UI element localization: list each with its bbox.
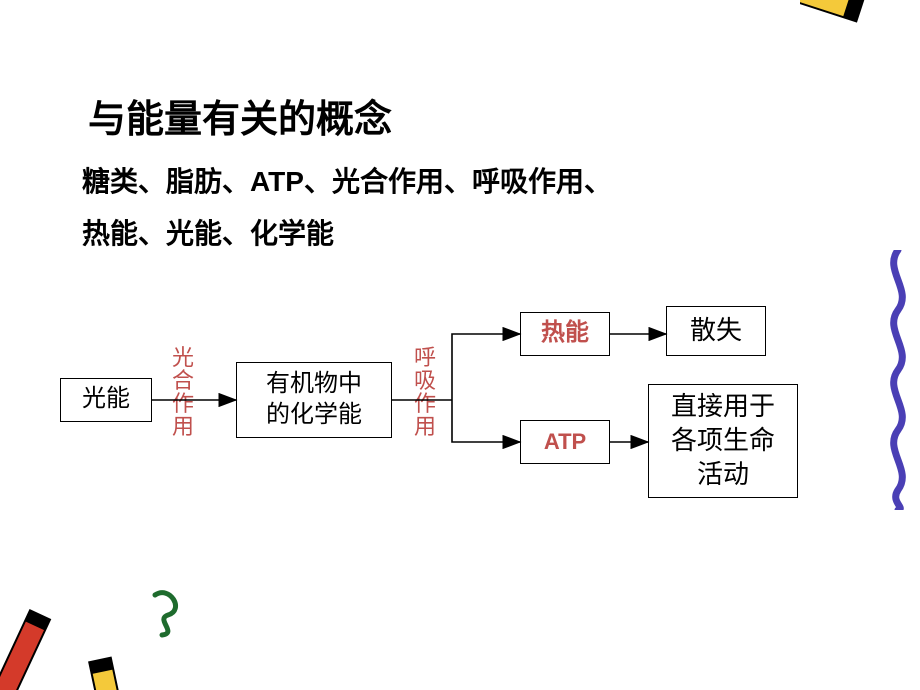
node-organic-chemical-energy: 有机物中 的化学能 bbox=[236, 362, 392, 438]
edge-branch-to-atp bbox=[452, 400, 520, 442]
node-atp: ATP bbox=[520, 420, 610, 464]
slide-title: 与能量有关的概念 bbox=[88, 88, 392, 143]
resp-c1: 吸 bbox=[414, 369, 436, 392]
squiggle-decoration bbox=[878, 250, 918, 510]
node-life-label: 直接用于 各项生命 活动 bbox=[671, 390, 775, 491]
subtitle-1-post: 、光合作用、呼吸作用、 bbox=[304, 167, 612, 198]
photo-c0: 光 bbox=[172, 346, 194, 369]
photo-c2: 作 bbox=[172, 392, 194, 415]
edge-label-photosynthesis: 光 合 作 用 bbox=[172, 346, 194, 438]
photo-c3: 用 bbox=[172, 415, 194, 438]
crayon-bottom-left-icon bbox=[0, 555, 250, 690]
slide-root: 与能量有关的概念 糖类、脂肪、ATP、光合作用、呼吸作用、 热能、光能、化学能 … bbox=[0, 0, 920, 690]
node-heat-label: 热能 bbox=[541, 318, 589, 349]
node-life-activities: 直接用于 各项生命 活动 bbox=[648, 384, 798, 498]
node-heat-energy: 热能 bbox=[520, 312, 610, 356]
photo-c1: 合 bbox=[172, 369, 194, 392]
resp-c2: 作 bbox=[414, 392, 436, 415]
subtitle-1-atp: ATP bbox=[250, 166, 304, 197]
node-lost-label: 散失 bbox=[690, 314, 742, 348]
crayon-top-right-icon bbox=[800, 0, 920, 170]
subtitle-1-pre: 糖类、脂肪、 bbox=[82, 167, 250, 198]
edge-label-respiration: 呼 吸 作 用 bbox=[414, 346, 436, 438]
node-light-energy: 光能 bbox=[60, 378, 152, 422]
resp-c0: 呼 bbox=[414, 346, 436, 369]
edge-branch-to-heat bbox=[452, 334, 520, 400]
resp-c3: 用 bbox=[414, 415, 436, 438]
node-organic-label: 有机物中 的化学能 bbox=[266, 369, 362, 431]
subtitle-line-2: 热能、光能、化学能 bbox=[82, 212, 334, 252]
node-light-label: 光能 bbox=[82, 384, 130, 415]
node-atp-label: ATP bbox=[544, 428, 586, 457]
node-dissipated: 散失 bbox=[666, 306, 766, 356]
subtitle-line-1: 糖类、脂肪、ATP、光合作用、呼吸作用、 bbox=[82, 160, 612, 200]
